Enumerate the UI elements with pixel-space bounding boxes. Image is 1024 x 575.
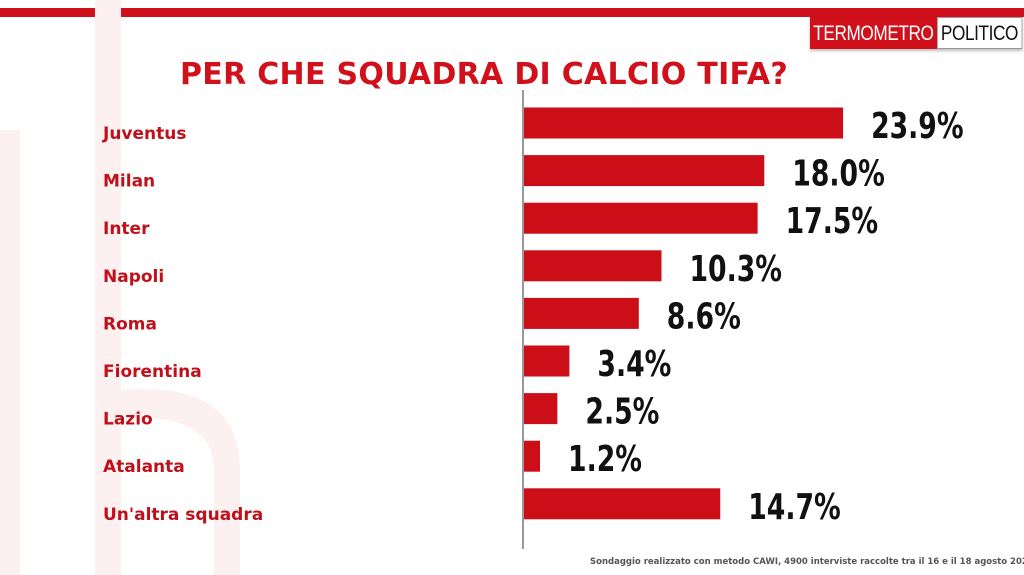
bar (524, 440, 541, 472)
category-label: Juventus (102, 124, 187, 144)
bar (524, 345, 570, 377)
bar (524, 250, 662, 282)
logo-part-politico: POLITICO (936, 17, 1023, 49)
logo-part-termometro: TERMOMETRO (810, 17, 937, 49)
value-label: 23.9% (871, 106, 964, 147)
value-label: 14.7% (748, 487, 841, 528)
bar (524, 107, 844, 139)
value-label: 18.0% (792, 154, 885, 195)
bar (524, 202, 758, 234)
bar (524, 155, 765, 187)
chart-title: PER CHE SQUADRA DI CALCIO TIFA? (180, 57, 789, 92)
category-label: Fiorentina (103, 362, 202, 382)
value-label: 17.5% (786, 201, 879, 242)
bar (524, 393, 558, 425)
value-label: 10.3% (690, 249, 783, 290)
bar (524, 488, 721, 520)
category-label: Lazio (103, 410, 153, 430)
category-label: Inter (103, 219, 150, 239)
top-accent-bar (0, 8, 1024, 17)
value-label: 1.2% (568, 439, 642, 480)
category-label: Atalanta (103, 457, 185, 477)
category-label: Milan (103, 172, 155, 192)
bar (524, 297, 639, 329)
value-label: 8.6% (667, 296, 741, 337)
value-label: 2.5% (585, 392, 659, 433)
category-label: Un'altra squadra (103, 505, 263, 525)
category-label: Roma (103, 314, 157, 334)
brand-logo: TERMOMETRO POLITICO (810, 17, 1023, 49)
methodology-note: Sondaggio realizzato con metodo CAWI, 49… (590, 557, 1024, 567)
value-label: 3.4% (597, 344, 671, 385)
category-label: Napoli (103, 267, 164, 287)
